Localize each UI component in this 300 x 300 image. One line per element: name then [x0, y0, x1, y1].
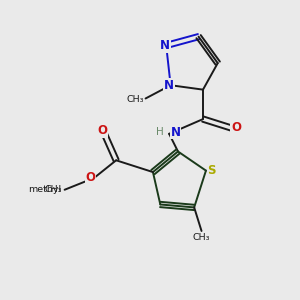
Text: N: N: [164, 79, 174, 92]
Text: N: N: [171, 126, 181, 139]
Text: S: S: [208, 164, 216, 177]
Text: N: N: [160, 39, 170, 52]
Text: H: H: [156, 127, 164, 137]
Text: O: O: [85, 172, 95, 184]
Text: methyl: methyl: [28, 185, 62, 194]
Text: O: O: [231, 122, 241, 134]
Text: CH₃: CH₃: [44, 185, 62, 194]
Text: CH₃: CH₃: [127, 94, 144, 103]
Text: CH₃: CH₃: [193, 233, 210, 242]
Text: O: O: [97, 124, 107, 137]
